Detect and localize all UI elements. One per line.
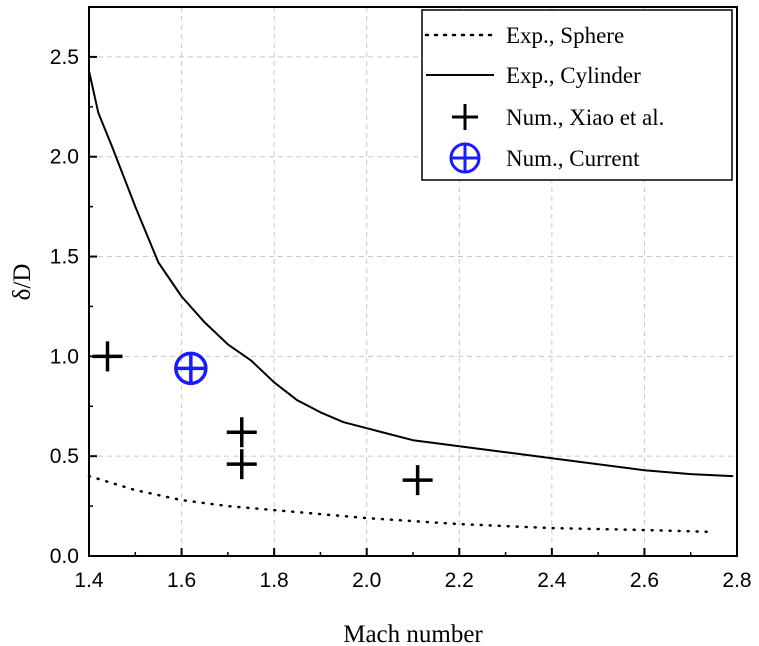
data-point-xiao — [226, 449, 257, 480]
y-axis-title: δ/D — [9, 264, 36, 301]
legend-symbol-current — [449, 142, 481, 174]
legend: Exp., Sphere Exp., Cylinder Num., Xiao e… — [421, 9, 733, 181]
data-point-xiao — [92, 341, 123, 372]
series-line-cylinder — [88, 69, 734, 478]
axis-ticks: 1.4 1.6 1.8 2.0 2.2 2.4 2.6 2.8 0.0 0.5 1.0 1.5 2.0 2… — [50, 6, 752, 592]
x-tick-label: 1.8 — [260, 569, 289, 592]
y-tick-label: 1.0 — [50, 345, 79, 368]
legend-label-sphere: Exp., Sphere — [506, 23, 624, 48]
legend-label-current: Num., Current — [506, 146, 640, 171]
legend-label-cylinder: Exp., Cylinder — [506, 63, 641, 88]
y-tick-label: 2.5 — [50, 46, 79, 69]
legend-symbol-xiao — [452, 104, 478, 130]
x-tick-label: 2.4 — [537, 569, 567, 592]
x-tick-label: 1.4 — [74, 569, 104, 592]
series-line-sphere — [87, 474, 716, 534]
y-tick-label: 0.0 — [50, 545, 79, 568]
x-tick-label: 2.0 — [352, 569, 381, 592]
y-tick-label: 0.5 — [50, 445, 79, 468]
legend-label-xiao: Num., Xiao et al. — [506, 105, 664, 130]
data-point-xiao — [226, 417, 257, 448]
y-tick-label: 1.5 — [50, 246, 79, 269]
x-tick-label: 1.6 — [167, 569, 196, 592]
y-tick-label: 2.0 — [50, 146, 79, 169]
series-layer — [87, 69, 734, 534]
x-tick-label: 2.6 — [630, 569, 659, 592]
data-point-xiao — [402, 465, 433, 496]
x-tick-label: 2.2 — [445, 569, 474, 592]
x-axis-title: Mach number — [343, 621, 483, 646]
legend-box — [421, 9, 733, 181]
x-tick-label: 2.8 — [722, 569, 751, 592]
data-point-current — [174, 351, 208, 386]
